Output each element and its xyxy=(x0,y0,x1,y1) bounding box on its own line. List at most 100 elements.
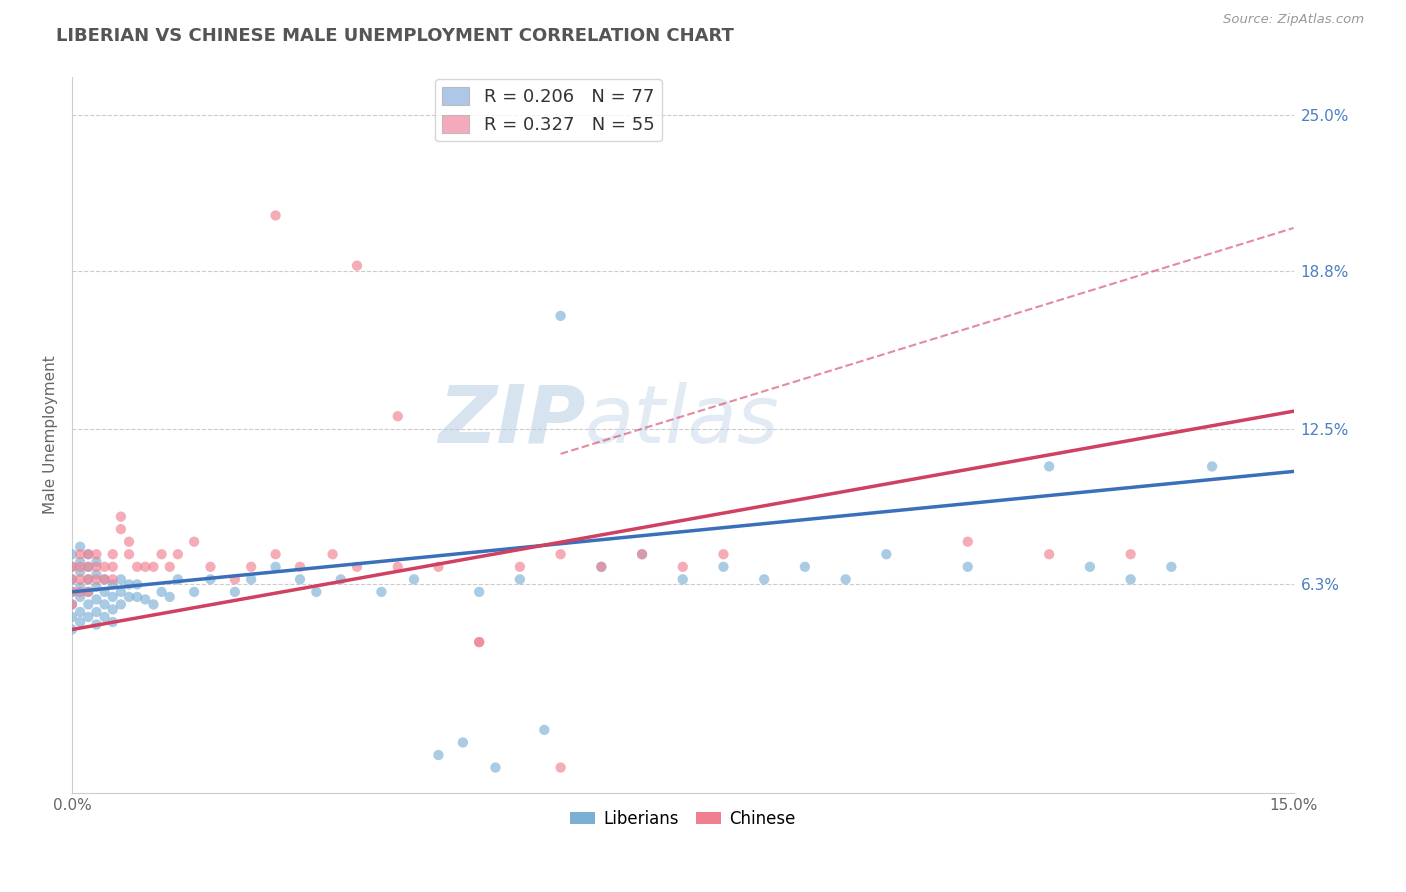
Point xyxy=(77,572,100,586)
Point xyxy=(134,559,156,574)
Point xyxy=(142,559,165,574)
Point xyxy=(86,592,108,607)
Point xyxy=(101,602,124,616)
Point xyxy=(509,572,531,586)
Point xyxy=(69,572,91,586)
Y-axis label: Male Unemployment: Male Unemployment xyxy=(44,356,58,515)
Point xyxy=(1201,459,1223,474)
Point xyxy=(754,572,776,586)
Point xyxy=(69,580,91,594)
Point xyxy=(956,559,979,574)
Legend: Liberians, Chinese: Liberians, Chinese xyxy=(564,803,801,834)
Point xyxy=(533,723,555,737)
Point xyxy=(93,572,115,586)
Text: ZIP: ZIP xyxy=(437,382,585,459)
Point xyxy=(86,580,108,594)
Point xyxy=(77,585,100,599)
Point xyxy=(346,259,368,273)
Point xyxy=(451,735,474,749)
Point xyxy=(69,547,91,561)
Point xyxy=(86,547,108,561)
Point xyxy=(672,559,695,574)
Point xyxy=(93,598,115,612)
Point xyxy=(1038,547,1060,561)
Point xyxy=(60,598,83,612)
Point xyxy=(591,559,613,574)
Point xyxy=(69,605,91,619)
Point xyxy=(713,559,735,574)
Point xyxy=(509,559,531,574)
Point xyxy=(134,592,156,607)
Point xyxy=(346,559,368,574)
Point xyxy=(1119,547,1142,561)
Point xyxy=(69,559,91,574)
Point xyxy=(118,577,141,591)
Point xyxy=(1119,572,1142,586)
Point xyxy=(93,585,115,599)
Point xyxy=(118,547,141,561)
Point xyxy=(69,590,91,604)
Point xyxy=(77,559,100,574)
Point xyxy=(60,572,83,586)
Point xyxy=(387,559,409,574)
Point xyxy=(264,209,287,223)
Point xyxy=(110,509,132,524)
Point xyxy=(468,635,491,649)
Point xyxy=(240,559,263,574)
Point xyxy=(427,747,450,762)
Point xyxy=(167,572,190,586)
Point xyxy=(224,585,246,599)
Point xyxy=(1038,459,1060,474)
Point xyxy=(183,585,205,599)
Point xyxy=(101,590,124,604)
Point xyxy=(387,409,409,424)
Point xyxy=(69,565,91,579)
Point xyxy=(427,559,450,574)
Point xyxy=(183,534,205,549)
Point xyxy=(60,572,83,586)
Point xyxy=(77,598,100,612)
Point xyxy=(200,559,222,574)
Point xyxy=(77,610,100,624)
Text: LIBERIAN VS CHINESE MALE UNEMPLOYMENT CORRELATION CHART: LIBERIAN VS CHINESE MALE UNEMPLOYMENT CO… xyxy=(56,27,734,45)
Point xyxy=(264,547,287,561)
Point xyxy=(956,534,979,549)
Point xyxy=(118,534,141,549)
Point xyxy=(550,547,572,561)
Point xyxy=(402,572,425,586)
Point xyxy=(77,547,100,561)
Point xyxy=(69,615,91,629)
Point xyxy=(127,559,149,574)
Point xyxy=(150,547,173,561)
Point xyxy=(110,598,132,612)
Point xyxy=(110,585,132,599)
Point xyxy=(86,617,108,632)
Point xyxy=(101,559,124,574)
Point xyxy=(86,555,108,569)
Point xyxy=(77,559,100,574)
Point xyxy=(127,590,149,604)
Text: atlas: atlas xyxy=(585,382,780,459)
Point xyxy=(240,572,263,586)
Text: Source: ZipAtlas.com: Source: ZipAtlas.com xyxy=(1223,13,1364,27)
Point xyxy=(60,585,83,599)
Point xyxy=(101,577,124,591)
Point xyxy=(60,547,83,561)
Point xyxy=(101,547,124,561)
Point xyxy=(60,559,83,574)
Point xyxy=(631,547,654,561)
Point xyxy=(118,590,141,604)
Point xyxy=(875,547,897,561)
Point xyxy=(93,610,115,624)
Point xyxy=(322,547,344,561)
Point xyxy=(1078,559,1101,574)
Point xyxy=(101,615,124,629)
Point xyxy=(1160,559,1182,574)
Point xyxy=(150,585,173,599)
Point xyxy=(60,559,83,574)
Point xyxy=(288,572,311,586)
Point xyxy=(631,547,654,561)
Point xyxy=(329,572,352,586)
Point xyxy=(127,577,149,591)
Point xyxy=(86,559,108,574)
